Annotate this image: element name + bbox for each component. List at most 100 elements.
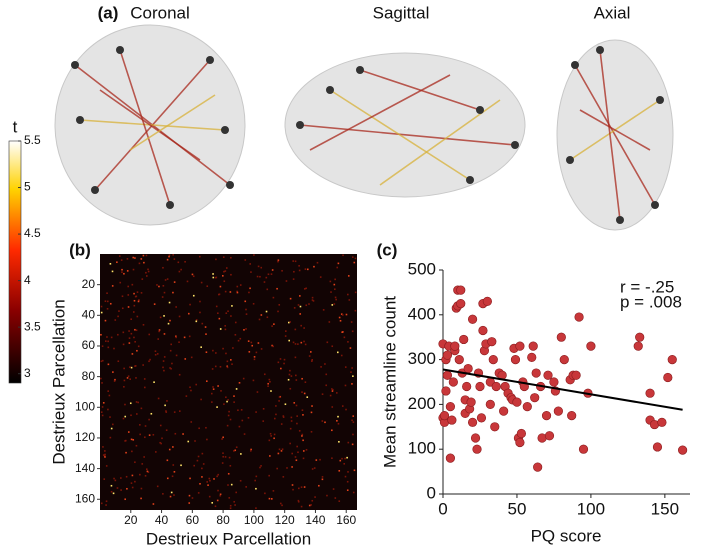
matrix-cell	[145, 254, 148, 257]
matrix-cell	[104, 340, 107, 342]
matrix-cell	[341, 314, 344, 316]
matrix-cell	[277, 310, 279, 313]
matrix-cell	[221, 275, 224, 277]
matrix-cell	[301, 377, 303, 380]
matrix-cell	[123, 272, 125, 275]
matrix-cell	[225, 267, 228, 269]
matrix-cell	[296, 445, 298, 448]
x-tick-label: 140	[305, 513, 325, 527]
matrix-cell	[275, 405, 277, 407]
matrix-cell	[242, 377, 245, 380]
matrix-cell	[152, 433, 155, 436]
tick-label: 4.5	[24, 226, 41, 240]
matrix	[100, 254, 357, 510]
matrix-cell	[224, 290, 227, 293]
matrix-cell	[107, 390, 109, 392]
matrix-cell	[305, 448, 308, 451]
matrix-cell	[140, 487, 143, 490]
matrix-cell	[318, 484, 320, 487]
tick-label: 5	[24, 180, 31, 194]
matrix-cell	[195, 320, 198, 323]
matrix-cell	[112, 423, 114, 426]
point	[574, 312, 584, 322]
matrix-cell	[136, 413, 138, 415]
matrix-cell	[161, 296, 164, 298]
matrix-cell	[162, 284, 165, 287]
matrix-cell	[197, 455, 200, 458]
matrix-cell	[310, 411, 313, 414]
matrix-cell	[164, 404, 166, 407]
matrix-cell	[101, 414, 104, 417]
matrix-cell	[333, 283, 336, 286]
matrix-cell	[133, 336, 135, 339]
matrix-cell	[123, 379, 126, 382]
matrix-cell	[139, 424, 141, 426]
y-tick-label: 60	[82, 338, 96, 352]
matrix-cell	[144, 425, 147, 427]
matrix-cell	[163, 291, 166, 294]
matrix-cell	[311, 499, 314, 502]
matrix-cell	[112, 371, 114, 373]
matrix-cell	[223, 270, 225, 273]
matrix-cell	[146, 470, 149, 473]
matrix-cell	[351, 330, 354, 333]
matrix-cell	[106, 292, 108, 295]
matrix-cell	[255, 487, 257, 490]
matrix-cell	[107, 408, 109, 411]
point	[445, 453, 455, 463]
matrix-cell	[262, 420, 265, 422]
matrix-cell	[302, 457, 305, 460]
matrix-cell	[336, 266, 339, 269]
matrix-cell	[227, 484, 229, 486]
x-tick-label: 160	[336, 513, 356, 527]
matrix-cell	[137, 300, 140, 303]
matrix-cell	[126, 258, 129, 260]
point	[549, 377, 559, 387]
matrix-cell	[122, 343, 125, 346]
matrix-cell	[291, 466, 293, 468]
matrix-cell	[154, 350, 157, 353]
matrix-cell	[137, 345, 140, 348]
matrix-cell	[236, 290, 238, 293]
matrix-cell	[333, 303, 336, 305]
matrix-cell	[155, 451, 157, 453]
matrix-cell	[169, 367, 171, 369]
tick-label: 3	[24, 366, 31, 380]
matrix-cell	[168, 301, 171, 304]
matrix-cell	[230, 359, 232, 361]
matrix-cell	[310, 430, 313, 433]
matrix-cell	[189, 386, 191, 389]
matrix-cell	[201, 452, 204, 455]
matrix-cell	[140, 497, 142, 500]
point	[459, 334, 469, 345]
point	[541, 411, 552, 421]
matrix-cell	[315, 459, 318, 461]
matrix-cell	[240, 409, 243, 411]
matrix-cell	[217, 473, 220, 476]
matrix-cell	[168, 255, 170, 258]
matrix-cell	[245, 313, 248, 315]
panel-label: (b)	[69, 240, 91, 259]
matrix-cell	[171, 475, 174, 478]
matrix-cell	[351, 256, 354, 258]
matrix-cell	[311, 299, 314, 301]
matrix-cell	[224, 328, 227, 331]
matrix-cell	[291, 452, 294, 455]
point	[448, 377, 458, 387]
matrix-cell	[255, 351, 258, 354]
matrix-cell	[135, 401, 138, 403]
matrix-cell	[343, 336, 346, 339]
matrix-cell	[207, 484, 209, 486]
matrix-cell	[103, 478, 106, 480]
x-axis-label: PQ score	[531, 526, 602, 545]
matrix-cell	[271, 325, 273, 327]
matrix-cell	[303, 486, 306, 488]
matrix-cell	[228, 497, 231, 499]
matrix-cell	[321, 393, 324, 395]
point	[657, 417, 667, 427]
matrix-cell	[260, 348, 263, 350]
matrix-cell	[119, 281, 122, 284]
matrix-cell	[129, 402, 132, 405]
matrix-cell	[202, 463, 205, 465]
matrix-cell	[157, 338, 160, 340]
